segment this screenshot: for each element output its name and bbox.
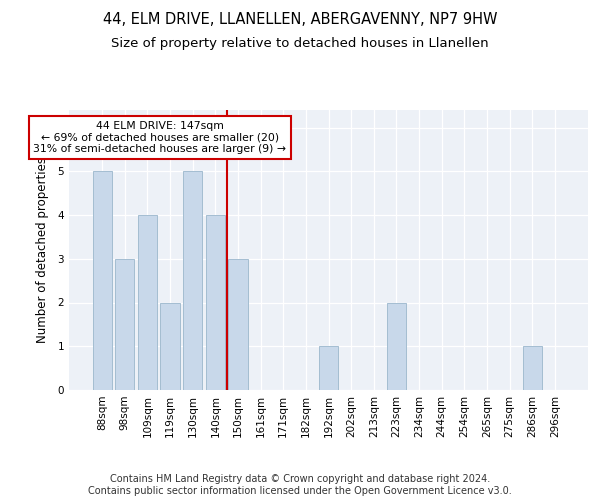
Bar <box>229 259 248 390</box>
Text: 44, ELM DRIVE, LLANELLEN, ABERGAVENNY, NP7 9HW: 44, ELM DRIVE, LLANELLEN, ABERGAVENNY, N… <box>103 12 497 28</box>
Bar <box>92 171 112 390</box>
Bar <box>138 215 157 390</box>
Text: 44 ELM DRIVE: 147sqm
← 69% of detached houses are smaller (20)
31% of semi-detac: 44 ELM DRIVE: 147sqm ← 69% of detached h… <box>34 121 286 154</box>
Y-axis label: Number of detached properties: Number of detached properties <box>36 157 49 343</box>
Bar <box>319 346 338 390</box>
Bar <box>183 171 202 390</box>
Bar <box>387 302 406 390</box>
Bar <box>523 346 542 390</box>
Text: Size of property relative to detached houses in Llanellen: Size of property relative to detached ho… <box>111 38 489 51</box>
Text: Contains HM Land Registry data © Crown copyright and database right 2024.
Contai: Contains HM Land Registry data © Crown c… <box>88 474 512 496</box>
Bar <box>115 259 134 390</box>
Bar <box>160 302 180 390</box>
Bar <box>206 215 225 390</box>
